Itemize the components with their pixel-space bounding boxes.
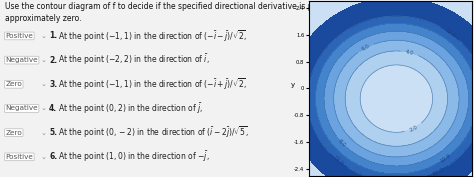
Text: 12.0: 12.0	[431, 167, 444, 177]
Text: Zero: Zero	[5, 81, 22, 87]
Text: 6.: 6.	[49, 152, 57, 161]
Text: At the point $(-1, 1)$ in the direction of $(-\bar{i} + \bar{j})/\sqrt{2},$: At the point $(-1, 1)$ in the direction …	[58, 77, 248, 92]
Text: ⌄: ⌄	[40, 105, 46, 112]
Text: Positive: Positive	[5, 33, 33, 39]
Text: At the point $(0, -2)$ in the direction of $(\bar{i} - 2\bar{j})/\sqrt{5},$: At the point $(0, -2)$ in the direction …	[58, 125, 249, 140]
Text: 2.0: 2.0	[409, 124, 419, 132]
Text: At the point $(1, 0)$ in the direction of $-\bar{j},$: At the point $(1, 0)$ in the direction o…	[58, 150, 210, 164]
Y-axis label: y: y	[291, 82, 295, 88]
Text: Negative: Negative	[5, 105, 38, 112]
Text: At the point $(-1, 1)$ in the direction of $(-\bar{i} - \bar{j})/\sqrt{2},$: At the point $(-1, 1)$ in the direction …	[58, 28, 248, 44]
Text: ⌄: ⌄	[40, 130, 46, 136]
Text: At the point $(-2, 2)$ in the direction of $\bar{i},$: At the point $(-2, 2)$ in the direction …	[58, 53, 210, 67]
Text: 8.0: 8.0	[337, 138, 347, 148]
Text: Positive: Positive	[5, 154, 33, 160]
Text: 4.: 4.	[49, 104, 57, 113]
Text: 2.: 2.	[49, 56, 57, 65]
Text: 3.: 3.	[49, 80, 57, 89]
Text: 5.: 5.	[49, 128, 57, 137]
Text: 10.0: 10.0	[439, 153, 452, 164]
Text: Use the contour diagram of f to decide if the specified directional derivative i: Use the contour diagram of f to decide i…	[5, 2, 389, 22]
Text: 1.: 1.	[49, 32, 57, 40]
Text: ⌄: ⌄	[40, 154, 46, 160]
Text: 12.0: 12.0	[332, 155, 345, 167]
Text: ⌄: ⌄	[40, 81, 46, 87]
Text: 4.0: 4.0	[405, 49, 414, 56]
Text: At the point $(0, 2)$ in the direction of $\bar{j},$: At the point $(0, 2)$ in the direction o…	[58, 101, 203, 116]
Text: 6.0: 6.0	[360, 44, 371, 52]
Text: ⌄: ⌄	[40, 57, 46, 63]
Text: Negative: Negative	[5, 57, 38, 63]
Text: Zero: Zero	[5, 130, 22, 136]
Text: ⌄: ⌄	[40, 33, 46, 39]
Text: 12.0: 12.0	[444, 27, 456, 39]
